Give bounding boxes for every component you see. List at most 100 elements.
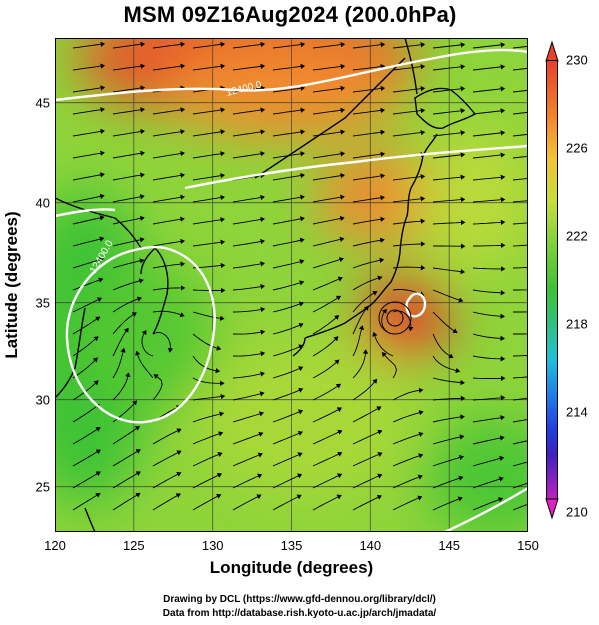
- streamline: [352, 42, 386, 49]
- streamline: [352, 85, 386, 93]
- streamline: [392, 387, 424, 401]
- streamline: [112, 347, 126, 379]
- streamline: [112, 85, 146, 93]
- streamline: [432, 152, 466, 159]
- streamline: [192, 494, 222, 511]
- streamline: [312, 107, 346, 115]
- streamline: [112, 150, 145, 159]
- streamline: [192, 311, 225, 321]
- streamline: [72, 403, 100, 423]
- streamline: [272, 322, 304, 335]
- streamline: [312, 85, 346, 93]
- streamline: [312, 215, 345, 225]
- streamline: [152, 107, 186, 115]
- streamline: [112, 128, 145, 137]
- streamline: [272, 41, 306, 49]
- streamline: [512, 244, 528, 247]
- x-axis-label: Longitude (degrees): [209, 558, 374, 577]
- streamline: [312, 276, 343, 291]
- streamline: [432, 130, 466, 137]
- streamline: [192, 287, 226, 294]
- streamline: [272, 216, 305, 225]
- streamline: [392, 431, 424, 445]
- streamline: [112, 194, 145, 203]
- streamline: [512, 200, 528, 203]
- streamline: [472, 64, 506, 71]
- streamline: [232, 452, 263, 467]
- streamline: [472, 289, 506, 296]
- streamline: [72, 107, 105, 115]
- streamline: [272, 237, 305, 247]
- streamline: [72, 150, 105, 159]
- streamline: [352, 129, 386, 137]
- streamline: [112, 278, 144, 291]
- streamline: [152, 63, 186, 71]
- colorbar: [546, 60, 558, 500]
- streamline: [272, 452, 303, 467]
- streamline: [432, 311, 458, 333]
- streamline: [192, 41, 226, 49]
- map-plot-area: 12400.0 12400.0: [55, 38, 528, 532]
- streamline: [152, 428, 182, 445]
- streamline: [72, 427, 101, 445]
- x-tick-label: 120: [44, 538, 66, 553]
- streamline: [352, 195, 385, 203]
- streamline: [72, 471, 101, 489]
- streamline: [352, 275, 383, 291]
- y-tick-label: 25: [35, 479, 50, 495]
- streamline: [512, 397, 528, 401]
- streamline: [72, 357, 98, 379]
- wind-streamlines: [72, 41, 528, 511]
- colorbar-label: 218: [566, 316, 588, 332]
- streamline: [432, 475, 464, 489]
- wind-temperature-map: 12400.0 12400.0: [55, 38, 528, 532]
- streamline: [432, 289, 464, 303]
- streamline: [432, 42, 466, 49]
- streamline: [112, 107, 145, 115]
- streamline: [512, 461, 528, 467]
- streamline: [312, 236, 345, 247]
- cyclone-swirl: [378, 301, 412, 335]
- streamline: [232, 107, 266, 115]
- streamline: [312, 315, 340, 335]
- streamline: [432, 454, 464, 467]
- streamline: [432, 174, 466, 181]
- streamline: [432, 196, 466, 203]
- streamline: [472, 435, 505, 445]
- streamline: [352, 452, 383, 467]
- graticule: [55, 38, 528, 532]
- streamline: [272, 344, 304, 357]
- streamline: [192, 239, 226, 247]
- streamline: [192, 333, 222, 351]
- streamline: [512, 222, 528, 225]
- x-tick-label: 135: [280, 538, 303, 553]
- streamline: [152, 129, 185, 137]
- y-tick-label: 45: [35, 95, 50, 111]
- streamline: [72, 449, 101, 467]
- streamline: [352, 406, 382, 423]
- streamline: [112, 215, 145, 225]
- streamline: [512, 440, 528, 445]
- streamline: [232, 411, 264, 423]
- streamline: [381, 352, 397, 379]
- streamline: [192, 151, 225, 159]
- streamline: [512, 155, 528, 159]
- streamline: [352, 429, 383, 445]
- streamline: [72, 85, 106, 93]
- streamline: [432, 333, 454, 359]
- streamline: [112, 237, 145, 247]
- streamline: [72, 380, 99, 401]
- streamline: [312, 172, 345, 181]
- streamline: [432, 64, 466, 71]
- streamline: [72, 297, 103, 313]
- streamline: [472, 197, 506, 203]
- streamline: [352, 237, 385, 247]
- streamline: [192, 107, 226, 115]
- streamline: [192, 431, 224, 445]
- streamline: [272, 430, 303, 445]
- streamline: [513, 289, 528, 291]
- streamline: [432, 267, 466, 275]
- streamline: [272, 129, 306, 137]
- x-tick-label: 125: [122, 538, 145, 553]
- streamline: [352, 291, 378, 313]
